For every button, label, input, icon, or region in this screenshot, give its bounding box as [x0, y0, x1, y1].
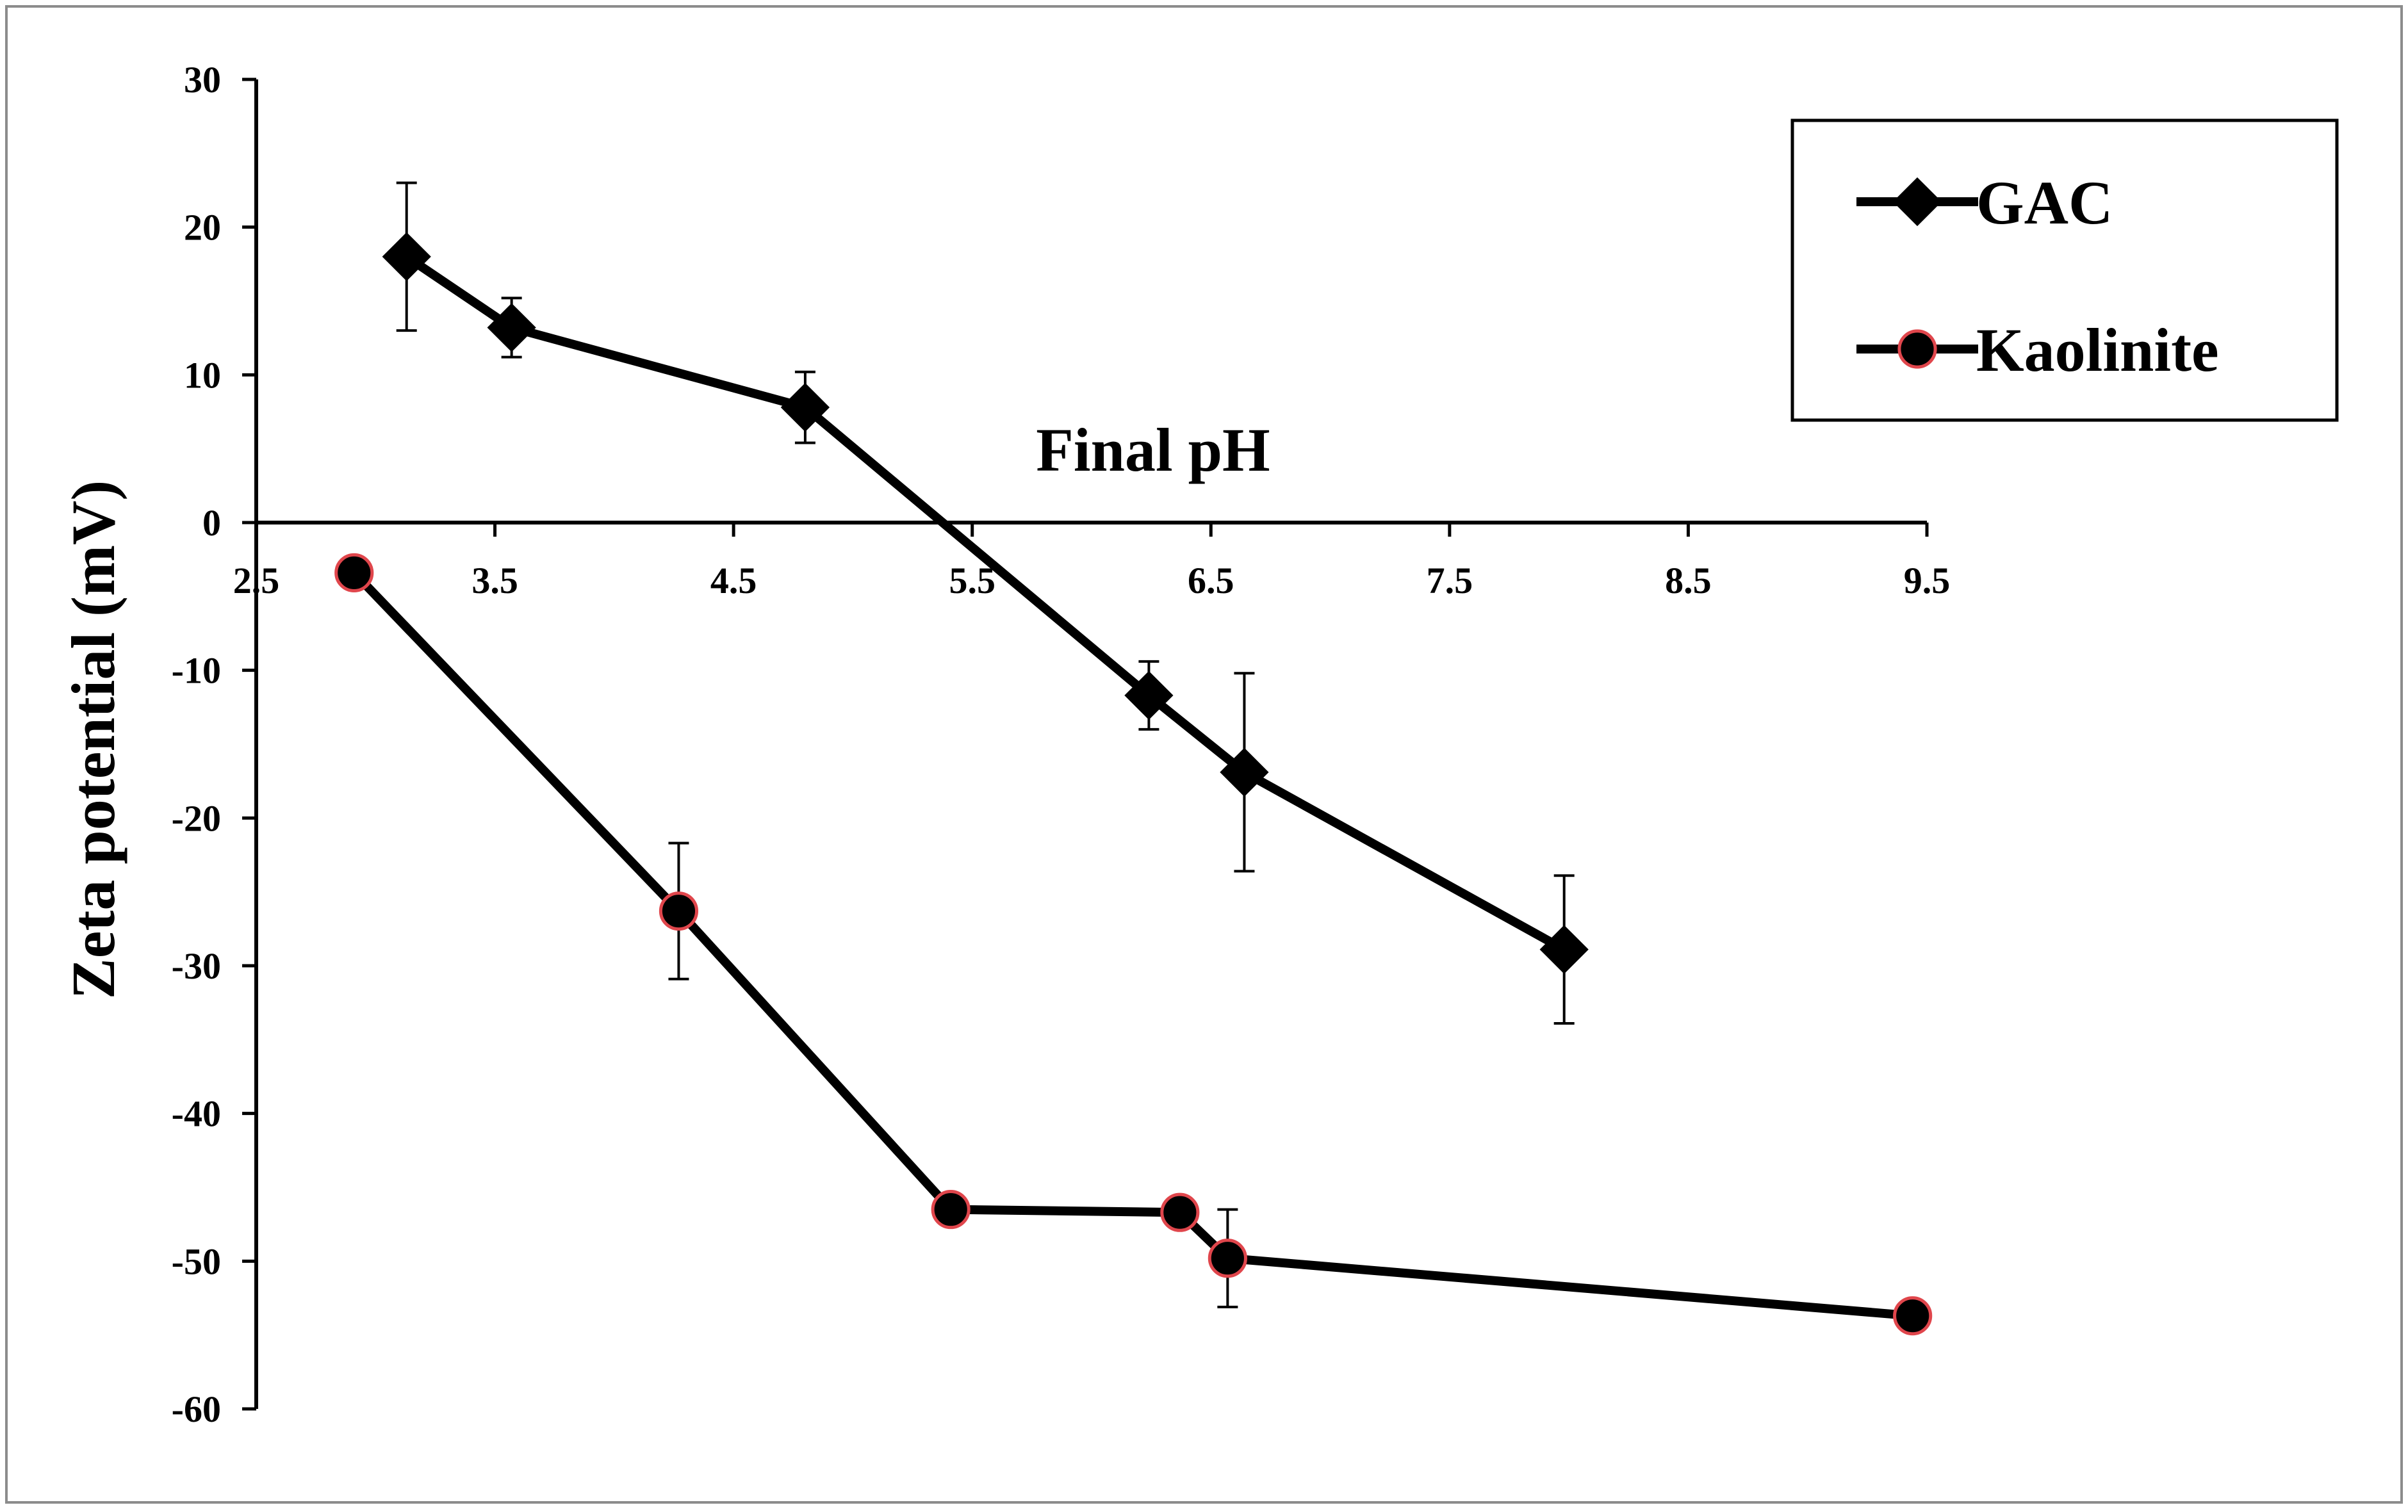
series-kaolinite [334, 553, 1933, 1336]
data-point-kaolinite [1160, 1192, 1200, 1232]
x-tick-label: 5.5 [949, 560, 995, 601]
axes [254, 79, 1927, 1409]
y-tick-label: -40 [172, 1093, 221, 1135]
x-tick-label: 6.5 [1188, 560, 1234, 601]
y-axis-title: Zeta potential (mV) [59, 480, 127, 1000]
data-point-kaolinite [659, 891, 699, 931]
legend: GAC Kaolinite [1790, 118, 2339, 422]
data-point-gac [780, 382, 830, 432]
y-tick-label: 20 [184, 207, 221, 248]
legend-marker-gac [1892, 177, 1942, 227]
y-tick-label: 10 [184, 354, 221, 396]
data-point-gac [382, 232, 431, 281]
data-point-kaolinite [1893, 1296, 1933, 1336]
series-gac [382, 181, 1589, 1025]
x-tick-label: 4.5 [710, 560, 757, 601]
series-line-gac [404, 252, 1567, 954]
data-point-kaolinite [931, 1190, 971, 1230]
legend-label-gac: GAC [1976, 168, 2113, 237]
x-axis-ticks: 2.5 3.5 4.5 5.5 6.5 7.5 8.5 9.5 [233, 523, 1951, 601]
y-tick-label: 0 [202, 502, 221, 544]
x-axis-title: Final pH [1036, 416, 1270, 484]
legend-marker-kaolinite [1897, 329, 1937, 369]
y-tick-label: -60 [172, 1388, 221, 1430]
y-axis-ticks: 30 20 10 0 -10 -20 -30 -40 -50 -60 [172, 59, 256, 1430]
y-tick-label: -10 [172, 650, 221, 692]
legend-label-kaolinite: Kaolinite [1976, 316, 2219, 384]
y-tick-label: 30 [184, 59, 221, 101]
y-tick-label: -20 [172, 797, 221, 839]
x-tick-label: 7.5 [1427, 560, 1473, 601]
legend-entries: GAC Kaolinite [1856, 168, 2219, 384]
data-point-gac [1124, 671, 1174, 720]
legend-box [1790, 118, 2339, 422]
x-tick-label: 9.5 [1904, 560, 1951, 601]
data-point-kaolinite [334, 553, 374, 593]
x-tick-label: 8.5 [1665, 560, 1712, 601]
data-point-gac [1539, 925, 1589, 974]
x-tick-label: 3.5 [471, 560, 518, 601]
data-point-gac [1220, 747, 1269, 797]
series-layer [334, 181, 1933, 1336]
x-tick-label: 2.5 [233, 560, 280, 601]
data-point-kaolinite [1208, 1239, 1247, 1278]
y-tick-label: -50 [172, 1240, 221, 1282]
data-point-gac [487, 303, 536, 352]
series-line-kaolinite [350, 569, 1913, 1321]
y-tick-label: -30 [172, 945, 221, 987]
